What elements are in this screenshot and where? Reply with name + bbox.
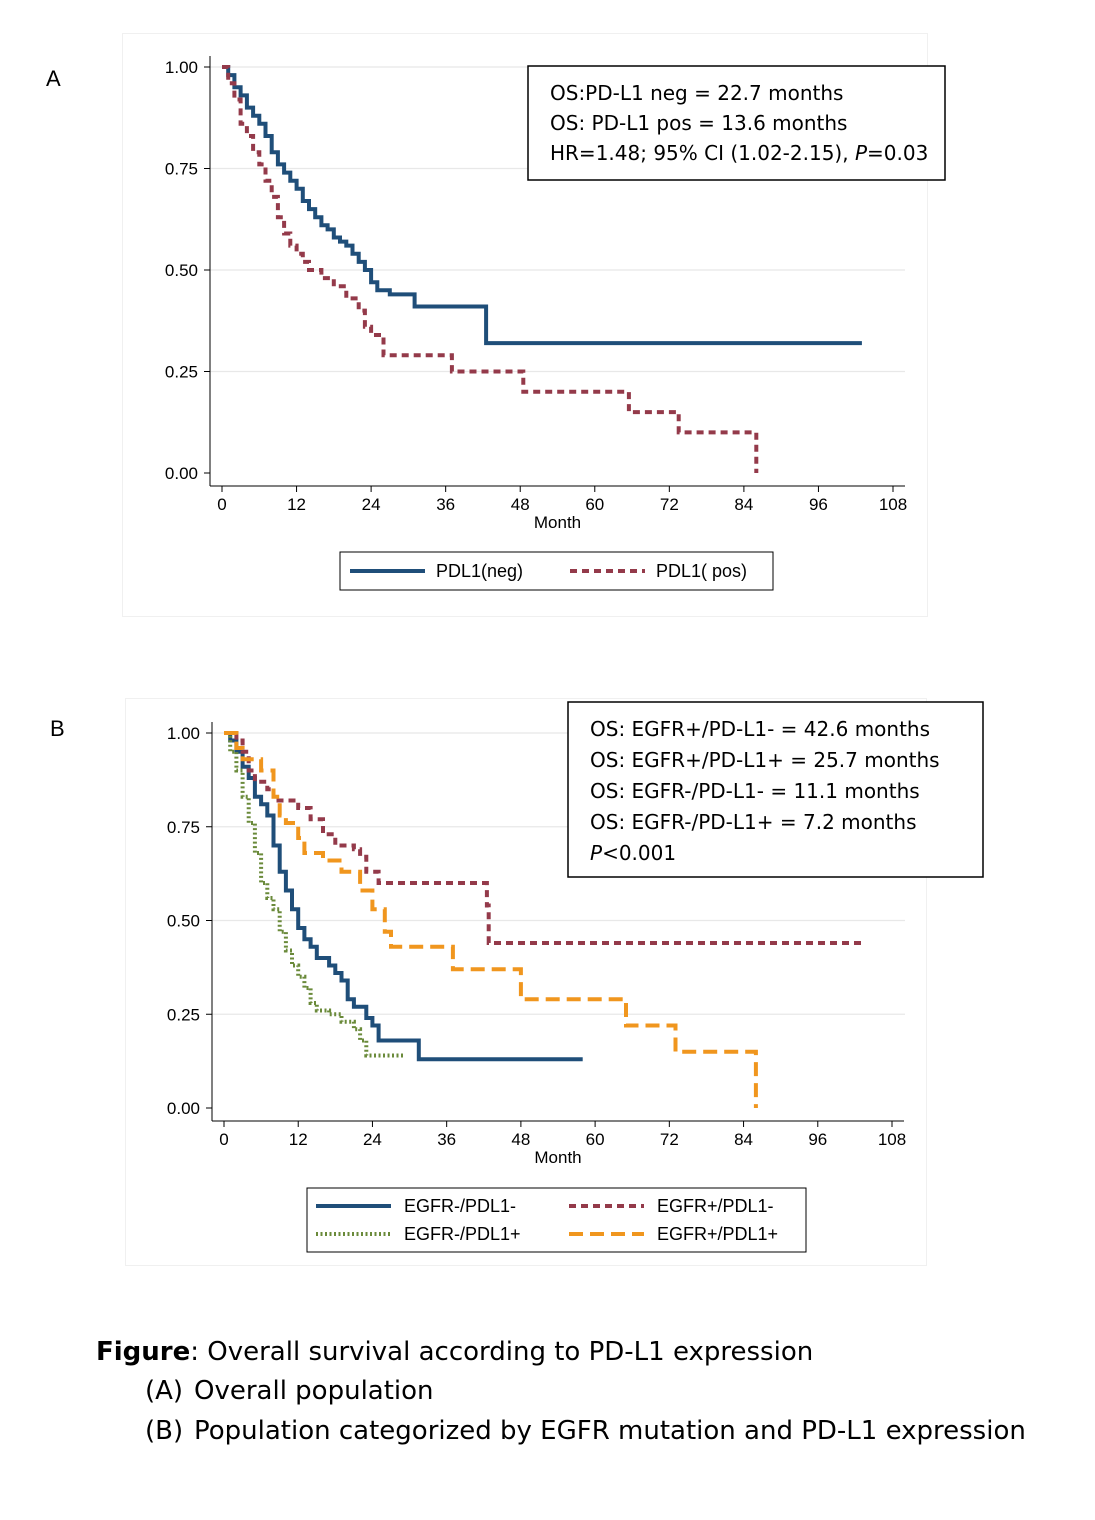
chart-a-x-tick-label: 0 [217, 495, 226, 514]
chart-a-legend-label: PDL1(neg) [436, 561, 523, 581]
chart-b-y-tick-label: 0.00 [167, 1099, 200, 1118]
chart-a-annotation-text: HR=1.48; 95% CI (1.02-2.15), [550, 141, 855, 165]
chart-a-legend-label: PDL1( pos) [656, 561, 747, 581]
chart-b-annotation-text: OS: EGFR-/PD-L1- = 11.1 months [590, 779, 920, 803]
caption-line-3: (B) Population categorized by EGFR mutat… [145, 1416, 1026, 1446]
chart-a-x-tick-label: 24 [362, 495, 381, 514]
chart-b-x-tick-label: 12 [289, 1130, 308, 1149]
chart-a-y-tick-label: 0.50 [165, 261, 198, 280]
chart-b-x-tick-label: 72 [660, 1130, 679, 1149]
chart-b-legend-box [306, 1187, 807, 1253]
caption-line-3-text: Population categorized by EGFR mutation … [194, 1416, 1026, 1446]
chart-b-annotation-text: OS: EGFR+/PD-L1+ = 25.7 months [590, 748, 940, 772]
chart-a-y-tick-label: 0.75 [165, 160, 198, 179]
chart-a-annotation-text: P [855, 141, 868, 165]
chart-b-legend-label: EGFR+/PDL1- [657, 1196, 774, 1216]
panel-a-letter: A [46, 66, 61, 91]
chart-b-y-tick-label: 0.50 [167, 912, 200, 931]
chart-b-x-tick-label: 48 [511, 1130, 530, 1149]
chart-a-x-axis-label: Month [534, 513, 581, 532]
chart-a-x-tick-label: 84 [734, 495, 753, 514]
chart-b-annotation-line: OS: EGFR+/PD-L1- = 42.6 months [590, 717, 930, 741]
chart-a-annotation-text: OS: PD-L1 pos = 13.6 months [550, 111, 847, 135]
chart-b-legend-label: EGFR-/PDL1- [404, 1196, 516, 1216]
caption-line-2: (A) Overall population [145, 1376, 434, 1406]
caption-bold-word: Figure [96, 1337, 191, 1367]
chart-a-x-tick-label: 108 [879, 495, 907, 514]
caption-line-2-label: (A) [145, 1376, 184, 1406]
chart-a-annotation-line: HR=1.48; 95% CI (1.02-2.15), P=0.03 [550, 141, 928, 165]
chart-b-legend-label: EGFR+/PDL1+ [657, 1224, 778, 1244]
chart-a-annotation-text: OS:PD-L1 neg = 22.7 months [550, 81, 843, 105]
chart-b-x-tick-label: 108 [878, 1130, 906, 1149]
chart-a-y-tick-label: 0.00 [165, 464, 198, 483]
chart-a-annotation-box [527, 65, 946, 181]
chart-b-annotation-line: OS: EGFR+/PD-L1+ = 25.7 months [590, 748, 940, 772]
chart-a-x-tick-label: 36 [436, 495, 455, 514]
chart-b-annotation-text: OS: EGFR+/PD-L1- = 42.6 months [590, 717, 930, 741]
caption-line-1: Figure: Overall survival according to PD… [96, 1337, 813, 1367]
chart-b-annotation-line: P<0.001 [590, 841, 676, 865]
chart-a-annotation-line: OS:PD-L1 neg = 22.7 months [550, 81, 843, 105]
chart-a-x-tick-label: 48 [511, 495, 530, 514]
chart-b-annotation-line: OS: EGFR-/PD-L1+ = 7.2 months [590, 810, 916, 834]
chart-b-series-3 [224, 731, 758, 1108]
chart-b-legend-label: EGFR-/PDL1+ [404, 1224, 521, 1244]
chart-b-annotation-text: P [590, 841, 603, 865]
chart-b-annotation-text: <0.001 [602, 841, 676, 865]
chart-a-x-tick-label: 72 [660, 495, 679, 514]
caption-line-2-text: Overall population [194, 1376, 434, 1406]
chart-a-x-tick-label: 12 [287, 495, 306, 514]
chart-b-y-tick-label: 0.75 [167, 818, 200, 837]
chart-b-y-tick-label: 0.25 [167, 1005, 200, 1024]
chart-b-x-tick-label: 84 [734, 1130, 753, 1149]
panel-b-letter: B [50, 716, 65, 741]
chart-a-y-tick-label: 0.25 [165, 363, 198, 382]
chart-a-x-tick-label: 96 [809, 495, 828, 514]
caption-line-1-text: : Overall survival according to PD-L1 ex… [190, 1337, 814, 1367]
chart-a-x-tick-label: 60 [585, 495, 604, 514]
chart-b-x-axis-label: Month [534, 1148, 581, 1167]
chart-b-series-2 [224, 731, 404, 1058]
chart-a-series-1 [222, 65, 759, 473]
caption-line-3-label: (B) [145, 1416, 184, 1446]
chart-b-y-tick-label: 1.00 [167, 724, 200, 743]
chart-b-annotation-line: OS: EGFR-/PD-L1- = 11.1 months [590, 779, 920, 803]
chart-a-y-tick-label: 1.00 [165, 58, 198, 77]
chart-b-annotation-box [567, 701, 984, 878]
chart-b-x-tick-label: 24 [363, 1130, 382, 1149]
chart-a-series-0 [222, 65, 862, 346]
chart-a-annotation-text: =0.03 [867, 141, 928, 165]
chart-b-x-tick-label: 0 [219, 1130, 228, 1149]
chart-b-x-tick-label: 96 [808, 1130, 827, 1149]
chart-a-annotation-line: OS: PD-L1 pos = 13.6 months [550, 111, 847, 135]
chart-b-series-0 [224, 731, 583, 1062]
chart-b-x-tick-label: 60 [586, 1130, 605, 1149]
chart-b-annotation-text: OS: EGFR-/PD-L1+ = 7.2 months [590, 810, 916, 834]
chart-b-x-tick-label: 36 [437, 1130, 456, 1149]
